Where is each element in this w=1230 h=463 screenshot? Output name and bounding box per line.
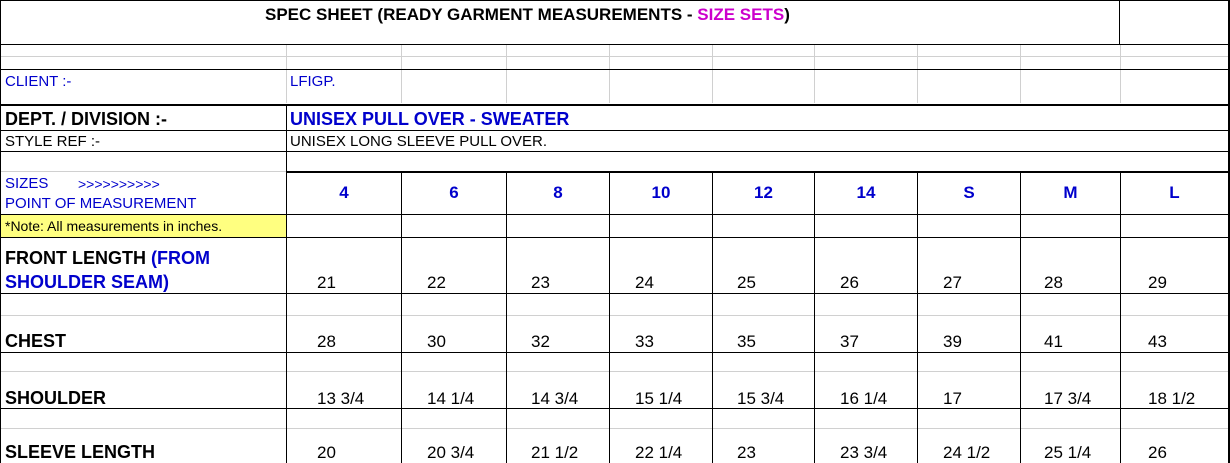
value-cell: 20 — [317, 443, 336, 462]
size-header-12: 12 — [754, 183, 773, 202]
value-cell: 22 1/4 — [635, 443, 683, 462]
value-cell: 18 1/2 — [1148, 389, 1196, 408]
value-cell: 14 1/4 — [427, 389, 475, 408]
value-cell: 22 — [427, 273, 446, 292]
size-header-l: L — [1169, 183, 1180, 202]
value-cell: 26 — [1148, 443, 1167, 462]
value-cell: 25 — [737, 273, 756, 292]
front-length-label-part2: (FROM — [151, 248, 210, 268]
department-label: DEPT. / DIVISION :- — [5, 109, 168, 129]
value-cell: 20 3/4 — [427, 443, 475, 462]
value-cell: 35 — [737, 332, 756, 351]
measurement-label-front-length: FRONT LENGTH (FROM — [5, 249, 210, 267]
value-cell: 23 3/4 — [840, 443, 888, 462]
value-cell: 29 — [1148, 273, 1167, 292]
size-header-10: 10 — [651, 183, 671, 202]
note-text: *Note: All measurements in inches. — [5, 218, 223, 234]
measurement-label-chest: CHEST — [5, 331, 67, 351]
title-highlight: SIZE SETS — [697, 5, 785, 24]
value-cell: 17 3/4 — [1044, 389, 1092, 408]
size-header-14: 14 — [856, 183, 876, 202]
value-cell: 14 3/4 — [531, 389, 579, 408]
point-of-measurement-label: POINT OF MEASUREMENT — [5, 195, 197, 212]
sizes-arrows: >>>>>>>>>> — [78, 176, 160, 192]
client-label: CLIENT :- — [5, 73, 72, 90]
sheet-title: SPEC SHEET (READY GARMENT MEASUREMENTS -… — [265, 6, 790, 23]
value-cell: 30 — [427, 332, 446, 351]
value-cell: 16 1/4 — [840, 389, 888, 408]
value-cell: 33 — [635, 332, 654, 351]
style-ref-value: UNISEX LONG SLEEVE PULL OVER. — [290, 133, 548, 150]
value-cell: 39 — [943, 332, 962, 351]
size-header-s: S — [963, 183, 975, 202]
note-highlight — [1, 215, 286, 237]
value-cell: 27 — [943, 273, 962, 292]
value-cell: 17 — [943, 389, 962, 408]
value-cell: 13 3/4 — [317, 389, 365, 408]
style-ref-label: STYLE REF :- — [5, 133, 101, 150]
client-value: LFIGP. — [290, 73, 336, 90]
front-length-label-part1: FRONT LENGTH — [5, 248, 151, 268]
title-main: SPEC SHEET (READY GARMENT MEASUREMENTS - — [265, 5, 698, 24]
value-cell: 15 1/4 — [635, 389, 683, 408]
value-cell: 24 — [635, 273, 654, 292]
size-header-m: M — [1063, 183, 1078, 202]
value-cell: 32 — [531, 332, 550, 351]
value-cell: 25 1/4 — [1044, 443, 1092, 462]
sizes-label: SIZES — [5, 175, 49, 192]
measurement-label-sleeve-length: SLEEVE LENGTH — [5, 442, 156, 462]
value-cell: 23 — [737, 443, 756, 462]
title-close: ) — [784, 5, 790, 24]
value-cell: 37 — [840, 332, 859, 351]
value-cell: 21 1/2 — [531, 443, 579, 462]
size-header-4: 4 — [339, 183, 349, 202]
value-cell: 26 — [840, 273, 859, 292]
value-cell: 15 3/4 — [737, 389, 785, 408]
size-header-6: 6 — [449, 183, 459, 202]
value-cell: 24 1/2 — [943, 443, 991, 462]
value-cell: 23 — [531, 273, 550, 292]
front-length-label-line2: SHOULDER SEAM) — [5, 272, 170, 292]
value-cell: 41 — [1044, 332, 1063, 351]
department-value: UNISEX PULL OVER - SWEATER — [290, 109, 570, 129]
value-cell: 28 — [317, 332, 336, 351]
value-cell: 43 — [1148, 332, 1167, 351]
value-cell: 28 — [1044, 273, 1063, 292]
size-header-8: 8 — [553, 183, 563, 202]
measurement-label-shoulder: SHOULDER — [5, 388, 107, 408]
value-cell: 21 — [317, 273, 336, 292]
